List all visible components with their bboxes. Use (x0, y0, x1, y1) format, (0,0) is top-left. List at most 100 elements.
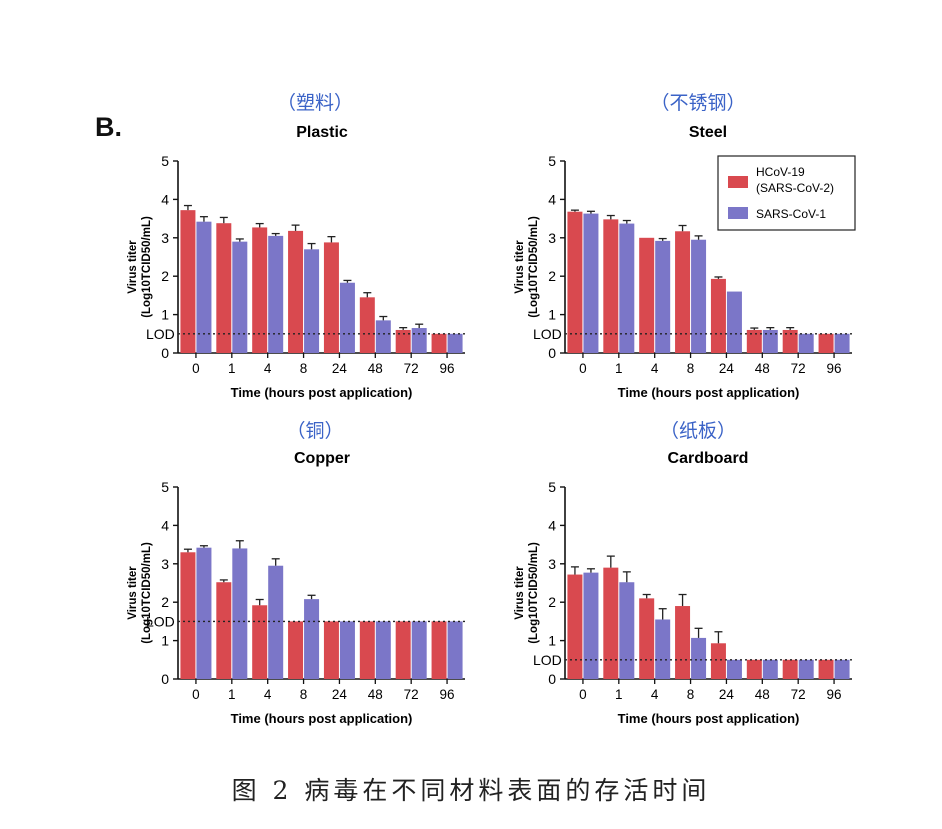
lod-label: LOD (146, 326, 175, 342)
x-tick-label: 0 (192, 687, 200, 702)
legend-swatch-sars-cov-1 (728, 207, 748, 219)
bar-sars-cov-1 (798, 659, 814, 679)
y-tick-label: 4 (548, 191, 556, 207)
bar-sars-cov-1 (447, 621, 463, 679)
y-tick-label: 1 (161, 633, 169, 649)
y-tick-label: 2 (548, 594, 556, 610)
bar-sars-cov-2 (395, 329, 411, 353)
bar-sars-cov-1 (834, 333, 850, 353)
x-tick-label: 48 (368, 361, 383, 376)
chart-cardboard: Cardboard 0 1 2 3 4 5 Virus titer (Log10TCID50/m… (514, 450, 852, 726)
y-tick-label: 0 (548, 345, 556, 361)
x-tick-label: 0 (579, 361, 587, 376)
x-tick-label: 8 (300, 361, 308, 376)
y-axis-title-line1: Virus titer (127, 240, 139, 294)
legend-swatch-sars-cov-2 (728, 176, 748, 188)
bar-sars-cov-1 (304, 599, 320, 679)
x-tick-label: 24 (719, 361, 735, 376)
bar-sars-cov-2 (567, 574, 583, 679)
x-tick-label: 1 (615, 361, 623, 376)
lod-label: LOD (533, 652, 562, 668)
bar-sars-cov-1 (726, 291, 742, 353)
bar-sars-cov-1 (447, 333, 463, 353)
bar-sars-cov-1 (798, 333, 814, 353)
chart-title: Plastic (296, 124, 348, 141)
chart-cn-title-copper: （铜） (286, 420, 344, 442)
bar-sars-cov-2 (288, 230, 304, 353)
chart-steel: Steel 0 1 2 3 4 5 Virus titer (Log10TCID50/mL) 0 1… (514, 124, 856, 400)
lod-label: LOD (533, 326, 562, 342)
panel-label: B. (95, 112, 122, 142)
bar-sars-cov-2 (710, 278, 726, 353)
bar-sars-cov-2 (216, 223, 232, 353)
chart-copper: Copper 0 1 2 3 4 5 Virus titer (Log10TCID50/mL) 0… (127, 450, 465, 726)
y-tick-label: 1 (161, 307, 169, 323)
bar-sars-cov-1 (655, 619, 671, 679)
x-tick-label: 96 (440, 361, 455, 376)
y-axis-title-line2: (Log10TCID50/mL) (528, 542, 540, 644)
bar-sars-cov-2 (746, 659, 762, 679)
y-tick-label: 2 (161, 268, 169, 284)
x-tick-label: 8 (687, 687, 695, 702)
bar-sars-cov-2 (675, 231, 691, 353)
y-tick-label: 5 (161, 153, 169, 169)
bar-sars-cov-1 (583, 213, 599, 353)
x-tick-label: 4 (264, 687, 272, 702)
x-tick-label: 1 (228, 361, 236, 376)
x-tick-label: 96 (827, 361, 842, 376)
y-axis-title: Virus titer (Log10TCID50/mL) (127, 542, 153, 644)
y-tick-label: 1 (548, 307, 556, 323)
y-axis-title-line2: (Log10TCID50/mL) (141, 216, 153, 318)
y-axis-title-line2: (Log10TCID50/mL) (528, 216, 540, 318)
x-tick-label: 24 (332, 361, 348, 376)
y-tick-label: 4 (161, 517, 169, 533)
x-axis-title: Time (hours post application) (231, 385, 413, 400)
bar-sars-cov-1 (304, 249, 320, 353)
figure-caption: 图 2 病毒在不同材料表面的存活时间 (231, 776, 711, 805)
bar-sars-cov-2 (710, 643, 726, 679)
x-tick-label: 4 (651, 687, 659, 702)
x-axis-title: Time (hours post application) (618, 385, 800, 400)
x-tick-label: 48 (368, 687, 383, 702)
chart-plastic: Plastic 0 1 2 3 4 5 Virus titer (Log10TCID50/mL)… (127, 124, 465, 400)
y-tick-label: 2 (161, 594, 169, 610)
bar-sars-cov-2 (180, 552, 196, 679)
y-tick-label: 3 (161, 230, 169, 246)
bar-sars-cov-1 (691, 637, 707, 679)
y-axis-title: Virus titer (Log10TCID50/mL) (514, 542, 540, 644)
y-tick-label: 5 (548, 153, 556, 169)
bar-sars-cov-2 (782, 659, 798, 679)
bar-sars-cov-1 (762, 329, 778, 353)
chart-title: Cardboard (668, 450, 749, 467)
bar-sars-cov-1 (268, 565, 284, 679)
bar-sars-cov-1 (232, 548, 248, 679)
legend: HCoV-19 (SARS-CoV-2) SARS-CoV-1 (717, 155, 856, 231)
bar-sars-cov-1 (339, 621, 355, 679)
bar-sars-cov-2 (252, 605, 268, 679)
x-tick-label: 48 (755, 361, 770, 376)
legend-label-sars-cov-2: (SARS-CoV-2) (756, 181, 834, 195)
y-tick-label: 4 (161, 191, 169, 207)
x-tick-label: 72 (791, 361, 806, 376)
y-axis-title-line1: Virus titer (514, 240, 526, 294)
bar-sars-cov-1 (196, 221, 212, 353)
y-tick-label: 0 (161, 345, 169, 361)
bar-sars-cov-2 (359, 297, 375, 353)
bar-sars-cov-2 (216, 582, 232, 679)
bar-sars-cov-2 (395, 621, 411, 679)
bar-sars-cov-2 (180, 210, 196, 353)
x-tick-label: 8 (687, 361, 695, 376)
x-tick-label: 4 (264, 361, 272, 376)
bar-sars-cov-1 (834, 659, 850, 679)
y-axis-title-line1: Virus titer (127, 566, 139, 620)
bar-sars-cov-2 (639, 598, 655, 679)
y-tick-label: 4 (548, 517, 556, 533)
bar-sars-cov-1 (375, 320, 391, 353)
bar-sars-cov-1 (726, 659, 742, 679)
y-axis-title-line2: (Log10TCID50/mL) (141, 542, 153, 644)
bar-sars-cov-1 (339, 282, 355, 353)
y-tick-label: 1 (548, 633, 556, 649)
y-tick-label: 3 (161, 556, 169, 572)
y-axis-title-line1: Virus titer (514, 566, 526, 620)
bar-sars-cov-2 (603, 567, 619, 679)
